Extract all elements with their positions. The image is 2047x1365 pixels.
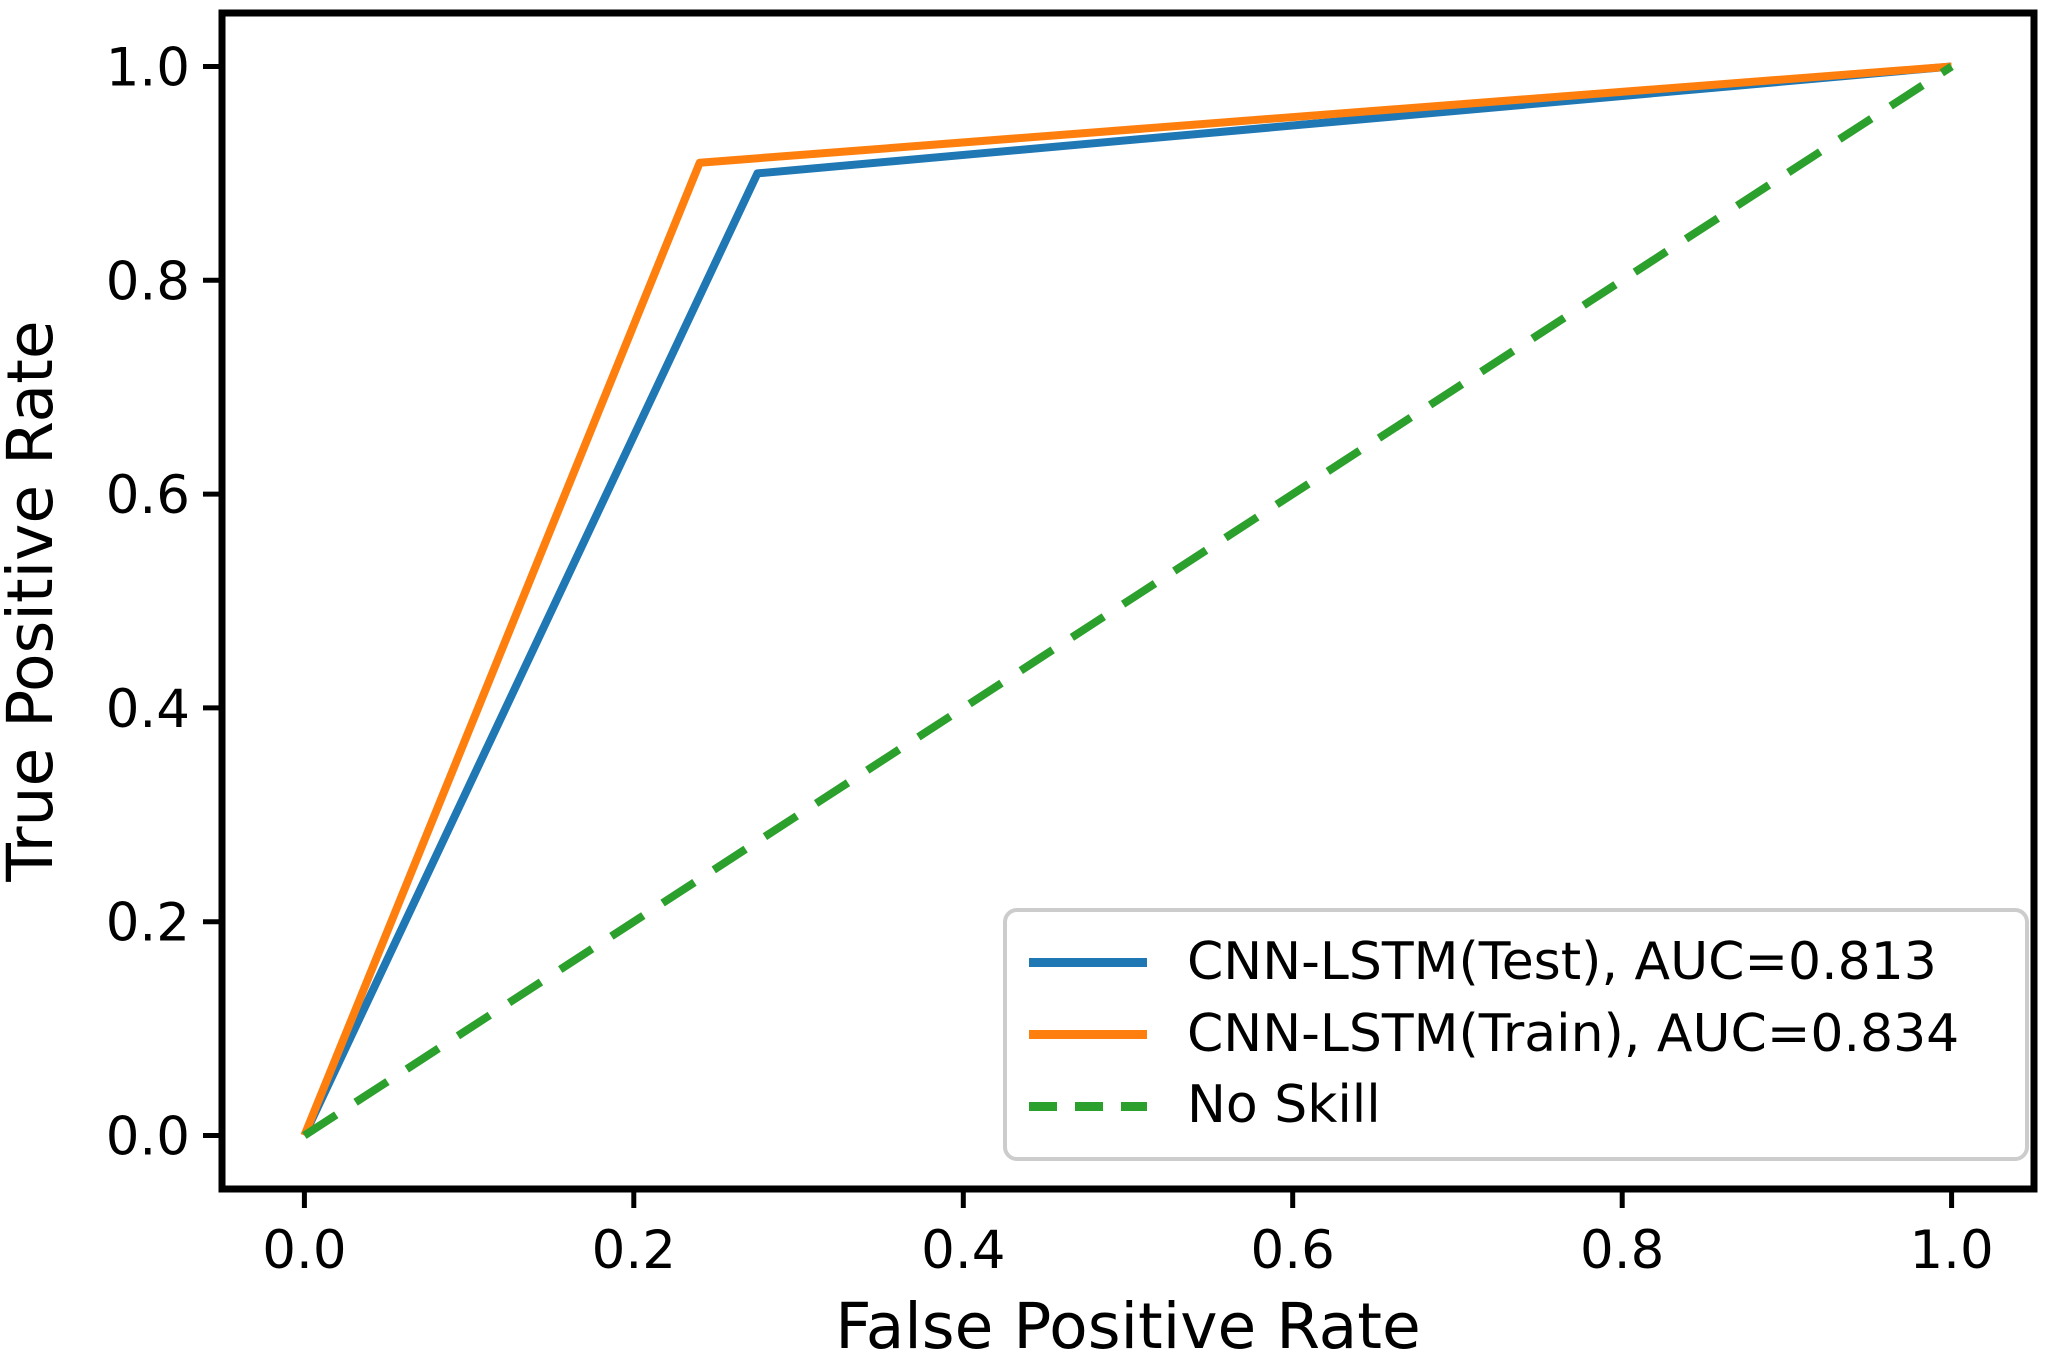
x-tick-label-0.8: 0.8 [1580,1220,1664,1281]
x-tick-label-1.0: 1.0 [1909,1220,1993,1281]
y-tick-label-0.4: 0.4 [106,679,190,740]
legend-line-sample-test [1029,958,1147,968]
x-tick-label-0.6: 0.6 [1251,1220,1335,1281]
y-tick-label-0.2: 0.2 [106,893,190,954]
legend-item-test: CNN-LSTM(Test), AUC=0.813 [1029,934,2003,991]
series-lines-group [300,62,1954,1139]
legend-line-sample-train [1029,1030,1147,1039]
legend-line-sample-no-skill [1029,1101,1147,1111]
series-line-no-skill [302,63,1954,1139]
x-tick-label-0.0: 0.0 [262,1220,346,1281]
y-tick-label-0.6: 0.6 [106,465,190,526]
axes-frame [218,9,2038,1193]
x-tick-label-0.2: 0.2 [592,1220,676,1281]
legend-label-no-skill: No Skill [1187,1075,1381,1136]
legend: CNN-LSTM(Test), AUC=0.813 CNN-LSTM(Train… [1003,908,2029,1161]
x-tick-label-0.4: 0.4 [921,1220,1005,1281]
y-tick-label-1.0: 1.0 [106,37,190,98]
y-tick-label-0.0: 0.0 [106,1107,190,1168]
series-line-cnn-lstm-train- [300,62,1952,1138]
x-axis-label: False Positive Rate [835,1290,1421,1363]
x-axis-ticks-group: 0.0 0.2 0.4 0.6 0.8 1.0 [262,1189,1994,1281]
series-line-cnn-lstm-test- [300,62,1952,1138]
y-axis-ticks-group: 0.0 0.2 0.4 0.6 0.8 1.0 [106,37,222,1168]
y-tick-label-0.8: 0.8 [106,251,190,312]
legend-item-no-skill: No Skill [1029,1077,2003,1134]
legend-label-test: CNN-LSTM(Test), AUC=0.813 [1187,932,1937,993]
legend-item-train: CNN-LSTM(Train), AUC=0.834 [1029,1003,2003,1064]
legend-label-train: CNN-LSTM(Train), AUC=0.834 [1187,1003,1960,1064]
y-axis-label: True Positive Rate [0,320,67,882]
